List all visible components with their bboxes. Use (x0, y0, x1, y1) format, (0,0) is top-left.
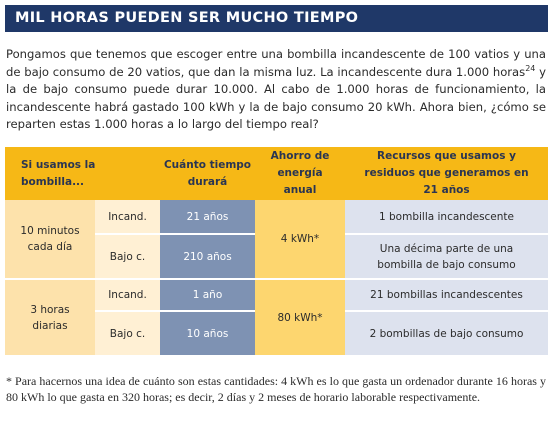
duration-cell: 10 años (160, 312, 255, 357)
duration-cell: 21 años (160, 200, 255, 235)
header-cell: Ahorro de energía anual (255, 147, 345, 200)
usage-cell: 10 minutos cada día (5, 200, 95, 280)
header-text: Recursos que usamos y residuos que gener… (364, 150, 529, 196)
resources-text: Una décima parte de una bombilla de bajo… (377, 242, 516, 271)
footnote-ref: 24 (525, 63, 536, 73)
header-cell: Si usamos la bombilla... (5, 147, 160, 200)
usage-text: 3 horas diarias (30, 303, 70, 332)
resources-cell: Una décima parte de una bombilla de bajo… (345, 235, 548, 280)
usage-cell: 3 horas diarias (5, 280, 95, 357)
resources-cell: 21 bombillas incandescentes (345, 280, 548, 312)
header-text: Cuánto tiempo durará (163, 158, 252, 188)
duration-cell: 210 años (160, 235, 255, 280)
intro-text: Pongamos que tenemos que escoger entre u… (6, 47, 546, 79)
footnote: * Para hacernos una idea de cuánto son e… (6, 374, 546, 404)
intro-text: y la de bajo consumo puede durar 10.000.… (6, 64, 547, 132)
type-cell: Incand. (95, 200, 160, 235)
header-text: Ahorro de energía anual (270, 150, 330, 196)
header-cell: Recursos que usamos y residuos que gener… (345, 147, 548, 200)
type-cell: Incand. (95, 280, 160, 312)
saving-cell: 80 kWh* (255, 280, 345, 357)
duration-cell: 1 año (160, 280, 255, 312)
type-cell: Bajo c. (95, 235, 160, 280)
resources-cell: 1 bombilla incandescente (345, 200, 548, 235)
title: MIL HORAS PUEDEN SER MUCHO TIEMPO (5, 5, 548, 32)
type-cell: Bajo c. (95, 312, 160, 357)
usage-text: 10 minutos cada día (20, 225, 80, 253)
resources-cell: 2 bombillas de bajo consumo (345, 312, 548, 357)
header-cell: Cuánto tiempo durará (160, 147, 255, 200)
intro-paragraph: Pongamos que tenemos que escoger entre u… (6, 46, 546, 134)
saving-cell: 4 kWh* (255, 200, 345, 280)
header-text: Si usamos la bombilla... (21, 158, 96, 188)
